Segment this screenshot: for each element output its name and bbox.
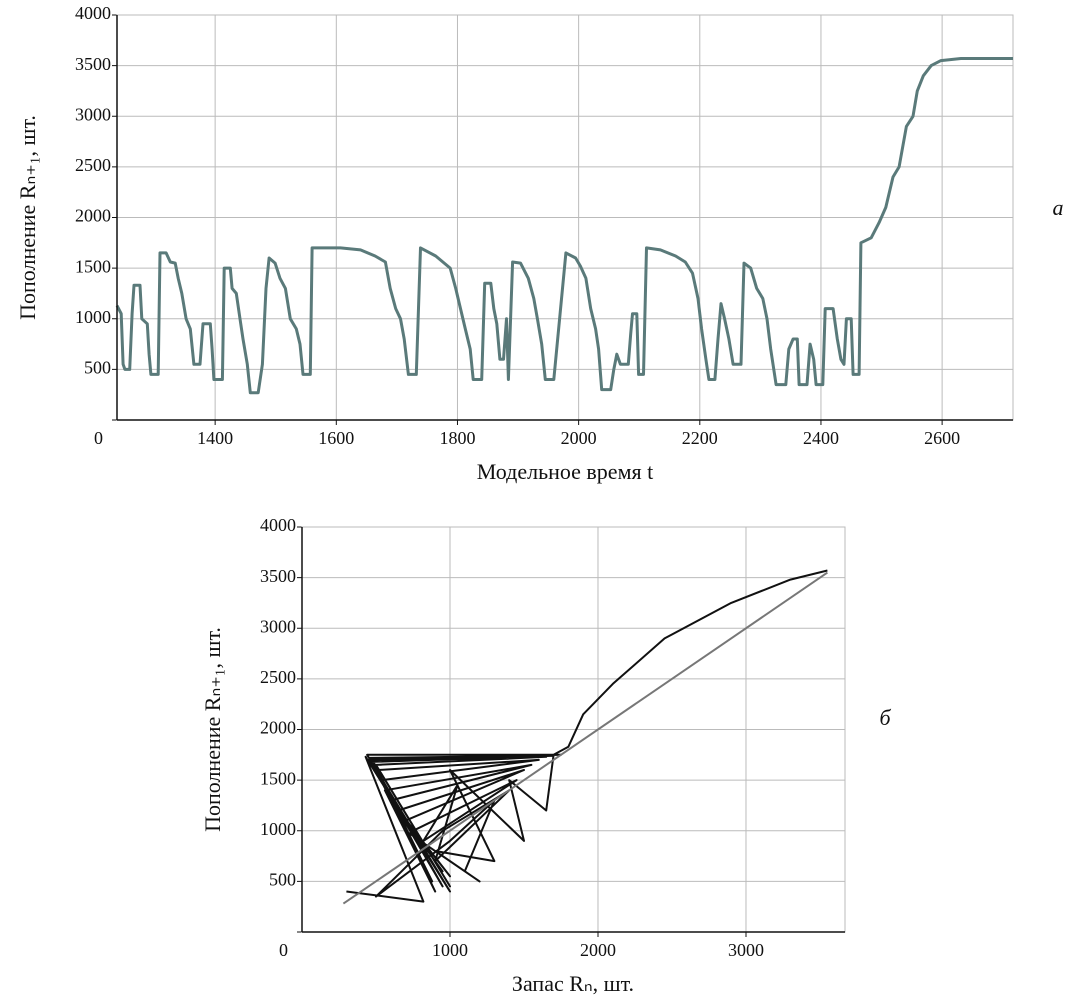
data-line <box>115 57 1013 395</box>
x-tick-label: 3000 <box>728 940 764 960</box>
x-tick-label: 2400 <box>803 428 839 448</box>
y-tick-label: 0 <box>94 428 103 448</box>
y-tick-label: 0 <box>279 940 288 960</box>
y-axis-label: Пополнение Rₙ₊₁, шт. <box>200 627 225 832</box>
x-tick-label: 1000 <box>432 940 468 960</box>
y-tick-label: 2000 <box>75 206 111 226</box>
y-tick-label: 3500 <box>260 566 296 586</box>
y-tick-label: 1000 <box>75 307 111 327</box>
x-tick-label: 2000 <box>561 428 597 448</box>
panel-annotation: a <box>1053 195 1064 220</box>
y-tick-label: 500 <box>84 358 111 378</box>
y-tick-label: 4000 <box>260 515 296 535</box>
y-tick-label: 4000 <box>75 3 111 23</box>
y-tick-label: 3000 <box>75 104 111 124</box>
x-tick-label: 1600 <box>318 428 354 448</box>
x-tick-label: 1800 <box>439 428 475 448</box>
x-axis-label: Запас Rₙ, шт. <box>512 971 634 996</box>
x-tick-label: 2200 <box>682 428 718 448</box>
y-tick-label: 2500 <box>260 667 296 687</box>
y-tick-label: 3500 <box>75 54 111 74</box>
x-tick-label: 1400 <box>197 428 233 448</box>
x-tick-label: 2600 <box>924 428 960 448</box>
y-tick-label: 500 <box>269 870 296 890</box>
y-tick-label: 1500 <box>75 256 111 276</box>
data-line <box>346 569 828 903</box>
y-tick-label: 1500 <box>260 768 296 788</box>
data-line <box>342 571 828 905</box>
panel-annotation: б <box>879 705 891 730</box>
y-tick-label: 1000 <box>260 819 296 839</box>
y-axis-label: Пополнение Rₙ₊₁, шт. <box>15 115 40 320</box>
x-axis-label: Модельное время t <box>477 459 653 484</box>
y-tick-label: 2500 <box>75 155 111 175</box>
y-tick-label: 2000 <box>260 718 296 738</box>
x-tick-label: 2000 <box>580 940 616 960</box>
y-tick-label: 3000 <box>260 616 296 636</box>
